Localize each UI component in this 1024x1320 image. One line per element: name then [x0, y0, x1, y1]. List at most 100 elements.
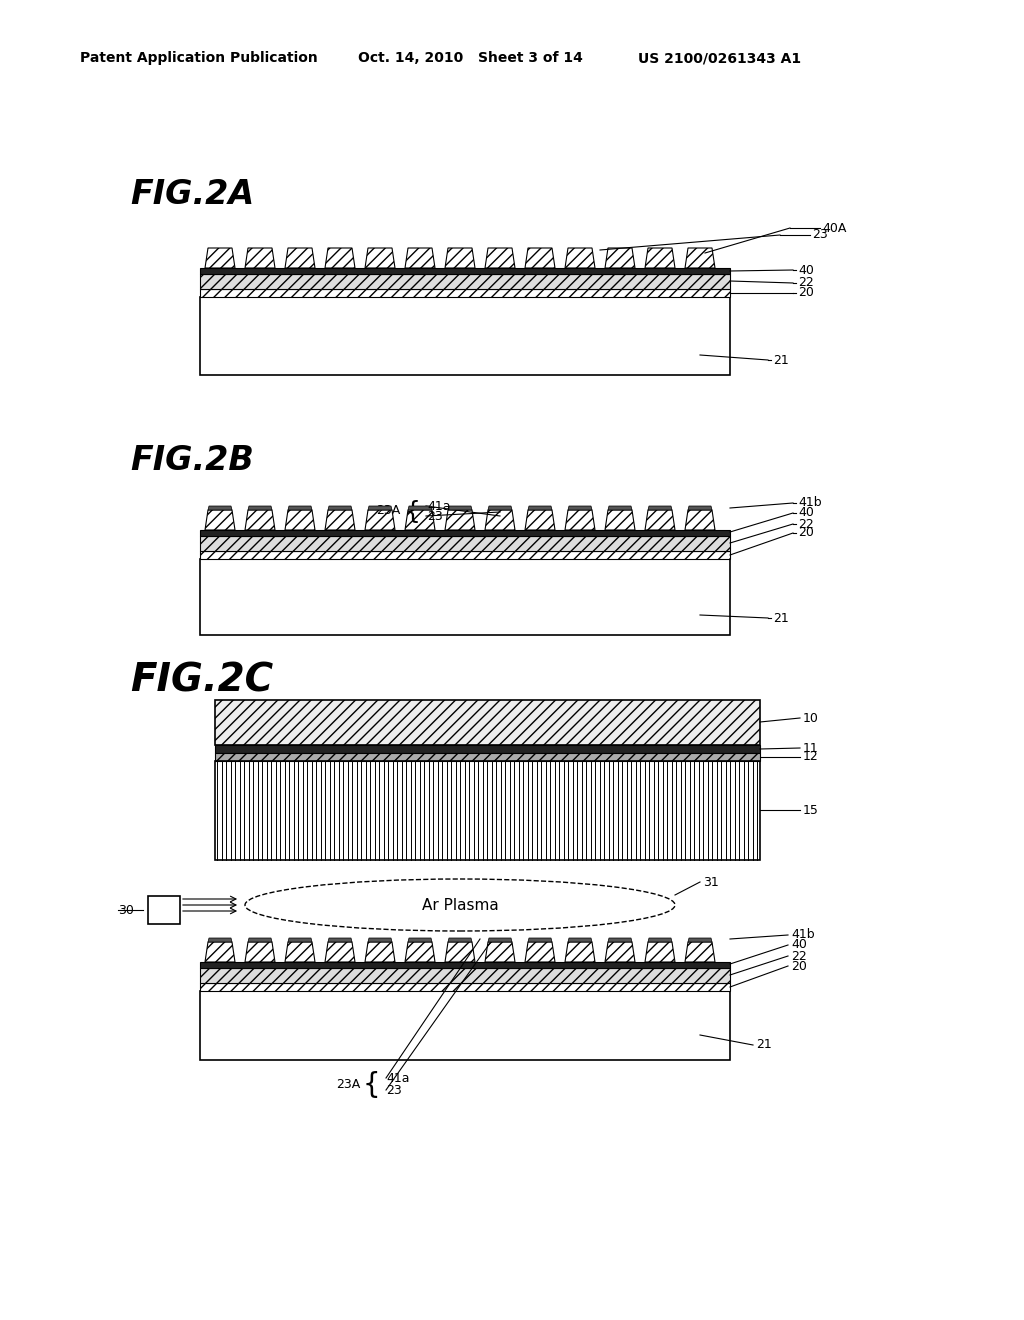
Polygon shape: [449, 506, 472, 510]
Bar: [200, 550, 730, 558]
Text: 21: 21: [773, 611, 788, 624]
Polygon shape: [406, 510, 435, 531]
Polygon shape: [688, 939, 712, 942]
Bar: [200, 983, 730, 991]
Text: 23A: 23A: [376, 503, 400, 516]
Text: 10: 10: [803, 711, 819, 725]
Text: 23: 23: [386, 1084, 401, 1097]
Polygon shape: [528, 939, 552, 942]
Polygon shape: [328, 506, 352, 510]
Text: 40A: 40A: [822, 222, 847, 235]
Polygon shape: [685, 248, 715, 268]
Text: 21: 21: [756, 1039, 772, 1052]
Polygon shape: [368, 939, 392, 942]
Polygon shape: [245, 942, 275, 962]
Text: Ar Plasma: Ar Plasma: [422, 898, 499, 912]
Polygon shape: [565, 942, 595, 962]
Polygon shape: [205, 942, 234, 962]
Bar: [200, 531, 730, 536]
Text: 22: 22: [798, 276, 814, 289]
Polygon shape: [406, 942, 435, 962]
Text: FIG.2C: FIG.2C: [130, 661, 273, 700]
Text: Patent Application Publication: Patent Application Publication: [80, 51, 317, 65]
Polygon shape: [525, 510, 555, 531]
Text: Sheet 3 of 14: Sheet 3 of 14: [478, 51, 583, 65]
Text: 41b: 41b: [791, 928, 815, 941]
Polygon shape: [565, 510, 595, 531]
Bar: [200, 968, 730, 983]
Polygon shape: [525, 942, 555, 962]
Text: 31: 31: [703, 875, 719, 888]
Polygon shape: [568, 939, 592, 942]
Text: FIG.2B: FIG.2B: [130, 444, 254, 477]
Bar: [200, 268, 730, 275]
Polygon shape: [645, 942, 675, 962]
Polygon shape: [325, 248, 355, 268]
Bar: [200, 962, 730, 968]
Polygon shape: [328, 939, 352, 942]
Text: 41b: 41b: [798, 496, 821, 510]
Text: {: {: [362, 1071, 381, 1100]
Text: 20: 20: [791, 960, 807, 973]
Polygon shape: [528, 506, 552, 510]
Text: {: {: [406, 500, 421, 524]
Polygon shape: [325, 510, 355, 531]
Polygon shape: [248, 939, 272, 942]
Polygon shape: [208, 506, 232, 510]
Text: US 2100/0261343 A1: US 2100/0261343 A1: [638, 51, 801, 65]
Polygon shape: [688, 506, 712, 510]
Polygon shape: [485, 248, 515, 268]
Polygon shape: [408, 939, 432, 942]
Text: 41a: 41a: [386, 1072, 410, 1085]
Polygon shape: [445, 248, 475, 268]
Polygon shape: [285, 942, 315, 962]
Text: 23A: 23A: [336, 1078, 360, 1092]
Polygon shape: [605, 510, 635, 531]
Text: 23: 23: [427, 510, 442, 523]
Text: 23: 23: [812, 228, 827, 242]
Bar: [200, 297, 730, 375]
Polygon shape: [525, 248, 555, 268]
Text: 11: 11: [803, 742, 819, 755]
Bar: [215, 744, 760, 752]
Polygon shape: [605, 248, 635, 268]
Polygon shape: [365, 942, 395, 962]
Text: 40: 40: [798, 264, 814, 276]
Text: 12: 12: [803, 751, 819, 763]
Bar: [148, 896, 180, 924]
Polygon shape: [485, 942, 515, 962]
Text: 20: 20: [798, 527, 814, 540]
Polygon shape: [288, 506, 312, 510]
Polygon shape: [248, 506, 272, 510]
Polygon shape: [488, 939, 512, 942]
Text: FIG.2A: FIG.2A: [130, 178, 254, 211]
Polygon shape: [285, 248, 315, 268]
Polygon shape: [648, 939, 672, 942]
Bar: [200, 558, 730, 635]
Polygon shape: [368, 506, 392, 510]
Bar: [215, 762, 760, 861]
Polygon shape: [488, 506, 512, 510]
Text: 15: 15: [803, 804, 819, 817]
Polygon shape: [568, 506, 592, 510]
Polygon shape: [608, 939, 632, 942]
Polygon shape: [445, 942, 475, 962]
Text: Oct. 14, 2010: Oct. 14, 2010: [358, 51, 463, 65]
Polygon shape: [485, 510, 515, 531]
Polygon shape: [408, 506, 432, 510]
Text: 22: 22: [791, 949, 807, 962]
Polygon shape: [205, 248, 234, 268]
Bar: [200, 289, 730, 297]
Polygon shape: [605, 942, 635, 962]
Polygon shape: [449, 939, 472, 942]
Polygon shape: [285, 510, 315, 531]
Text: 22: 22: [798, 517, 814, 531]
Polygon shape: [288, 939, 312, 942]
Text: 30: 30: [118, 903, 134, 916]
Polygon shape: [245, 510, 275, 531]
Polygon shape: [565, 248, 595, 268]
Bar: [200, 275, 730, 289]
Polygon shape: [245, 248, 275, 268]
Text: 41a: 41a: [427, 499, 451, 512]
Polygon shape: [365, 248, 395, 268]
